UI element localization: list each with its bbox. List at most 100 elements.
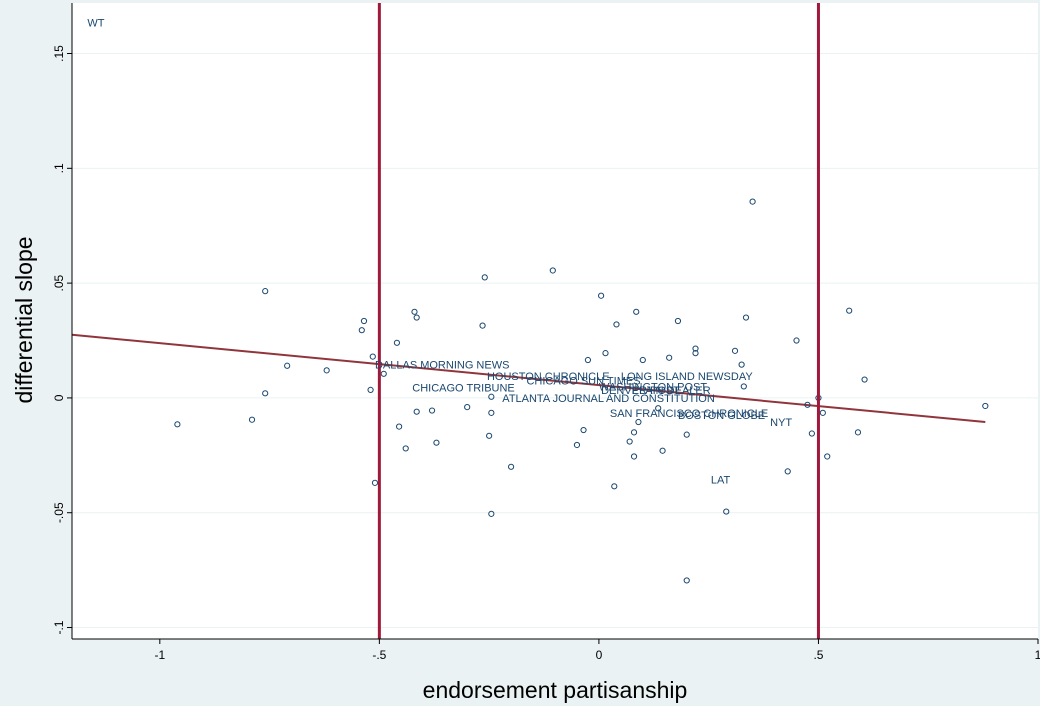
- data-point: [633, 308, 640, 315]
- data-point: [486, 432, 493, 439]
- data-point: [580, 426, 587, 434]
- data-point: [824, 453, 831, 460]
- point-label: NYT: [770, 417, 792, 429]
- axes: [71, 3, 1038, 640]
- data-point: [630, 453, 638, 460]
- data-point: [804, 401, 811, 408]
- point-label: BOSTON GLOBE: [678, 410, 765, 422]
- data-point: [479, 322, 486, 329]
- data-point: [262, 288, 269, 295]
- data-point: [613, 321, 620, 328]
- data-point: [371, 479, 379, 486]
- y-tick-label: .15: [52, 45, 66, 62]
- data-point: [481, 274, 488, 281]
- data-point: [674, 317, 682, 325]
- data-point: [808, 430, 815, 437]
- data-point: [611, 483, 618, 490]
- data-point: [413, 408, 420, 415]
- data-point: [666, 354, 673, 361]
- data-point: [630, 429, 638, 436]
- data-point: [635, 418, 642, 426]
- point-label: LONG ISLAND NEWSDAY: [621, 371, 753, 383]
- y-tick-label: 0: [52, 394, 66, 401]
- data-point: [740, 383, 747, 390]
- data-point: [367, 386, 374, 393]
- data-point: [358, 327, 365, 334]
- x-tick-label: -1: [154, 648, 165, 662]
- data-point: [360, 317, 368, 325]
- data-point: [284, 362, 291, 369]
- data-point: [793, 337, 800, 344]
- data-point: [861, 376, 868, 383]
- data-point: [846, 307, 853, 314]
- data-points: [174, 198, 989, 584]
- data-point: [248, 416, 256, 423]
- y-tick-label: .1: [52, 163, 66, 173]
- point-label: ATLANTA JOURNAL AND CONSTITUTION: [502, 393, 715, 405]
- data-point: [723, 508, 730, 515]
- fit-line: [71, 333, 986, 424]
- data-point: [464, 404, 471, 411]
- data-point: [784, 468, 791, 475]
- data-point: [655, 405, 662, 412]
- point-label: WASHINGTON POST: [599, 381, 707, 393]
- x-tick-label: 1: [1035, 648, 1040, 662]
- data-point: [639, 356, 646, 364]
- data-point: [411, 308, 418, 315]
- data-point: [742, 314, 750, 321]
- data-point: [323, 367, 330, 374]
- x-ticks: -1 -.5 0 .5 1: [154, 639, 1040, 662]
- grid-lines: [72, 53, 1038, 629]
- data-point: [854, 429, 862, 436]
- data-point: [749, 198, 756, 205]
- data-point: [413, 314, 420, 321]
- data-point: [573, 441, 581, 449]
- data-point: [369, 353, 376, 360]
- data-point: [428, 407, 436, 414]
- data-point: [396, 423, 403, 430]
- data-point: [626, 438, 633, 445]
- data-point: [488, 393, 495, 400]
- point-label: WT: [87, 18, 104, 30]
- data-point: [262, 390, 269, 397]
- data-point: [433, 439, 440, 446]
- data-point: [602, 350, 609, 357]
- data-point: [174, 421, 181, 428]
- data-point: [380, 370, 387, 377]
- data-point: [692, 345, 699, 352]
- fit-line-group: [71, 333, 986, 424]
- data-point: [683, 431, 690, 438]
- data-point: [598, 292, 605, 299]
- data-point: [393, 339, 401, 346]
- data-point: [692, 350, 699, 357]
- y-tick-label: -.1: [52, 620, 66, 634]
- point-label: CHICAGO SUN TIMES: [526, 376, 640, 388]
- x-tick-label: 0: [596, 648, 603, 662]
- point-label: DALLAS MORNING NEWS: [375, 360, 509, 372]
- point-label: LAT: [711, 474, 731, 486]
- y-tick-label: .05: [52, 274, 66, 291]
- data-point: [738, 361, 745, 368]
- reference-lines: [377, 3, 820, 639]
- x-tick-label: -.5: [372, 648, 386, 662]
- data-point: [584, 356, 592, 364]
- data-point: [488, 510, 495, 517]
- point-label: SAN FRANCISCO CHRONICLE: [610, 408, 768, 420]
- data-point: [488, 409, 495, 416]
- data-point: [982, 402, 989, 410]
- plot-area: [72, 3, 1038, 639]
- data-point: [683, 577, 690, 584]
- x-axis-title: endorsement partisanship: [423, 677, 688, 703]
- data-point: [549, 267, 556, 274]
- data-point: [731, 347, 739, 354]
- data-point: [507, 463, 515, 470]
- y-ticks: -.1 -.05 0 .05 .1 .15: [52, 45, 72, 635]
- y-tick-label: -.05: [52, 502, 66, 523]
- point-label: DENVER POST: [601, 385, 680, 397]
- data-point: [402, 445, 409, 452]
- data-point: [659, 447, 666, 454]
- x-tick-label: .5: [813, 648, 823, 662]
- point-label: HOUSTON CHRONICLE: [487, 371, 610, 383]
